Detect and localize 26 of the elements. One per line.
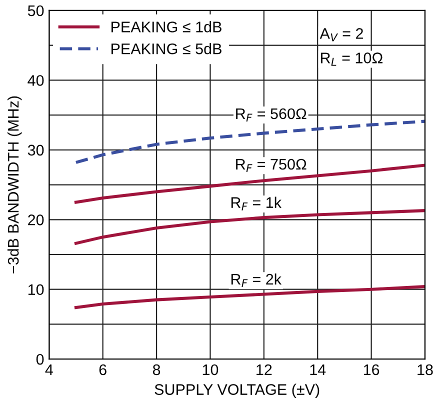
x-tick-label: 8 (152, 364, 160, 376)
y-tick-label: 50 (28, 5, 44, 16)
x-tick-label: 18 (418, 364, 433, 376)
annotation: R$_{L}$ = 10Ω (321, 52, 382, 66)
x-tick-label: 12 (256, 364, 272, 376)
y-tick-label: 40 (28, 75, 44, 86)
legend-label: PEAKING ≤ 5dB (112, 43, 222, 54)
line-series (74, 285, 425, 310)
y-tick-label: 10 (28, 284, 44, 296)
annotation: R$_{F}$ = 2k (231, 273, 282, 288)
x-tick-label: 4 (45, 364, 53, 376)
line-series (74, 209, 425, 245)
annotation: R$_{F}$ = 750Ω (236, 158, 306, 172)
y-tick-label: 20 (28, 214, 44, 226)
annotation: A$_{V}$ = 2 (320, 28, 363, 42)
legend-label: PEAKING ≤ 1dB (112, 21, 222, 32)
x-axis-title: SUPPLY VOLTAGE (±V) (154, 384, 320, 398)
y-tick-label: 0 (36, 354, 44, 365)
annotation: R$_{F}$ = 560Ω (236, 108, 306, 122)
x-tick-label: 16 (364, 364, 380, 376)
y-axis-title: −3dB BANDWIDTH (MHz) (8, 96, 22, 274)
x-tick-label: 14 (310, 364, 326, 376)
x-tick-label: 6 (99, 364, 106, 376)
annotation: R$_{F}$ = 1k (231, 196, 282, 210)
x-tick-label: 10 (202, 364, 218, 376)
y-tick-label: 30 (28, 144, 44, 156)
